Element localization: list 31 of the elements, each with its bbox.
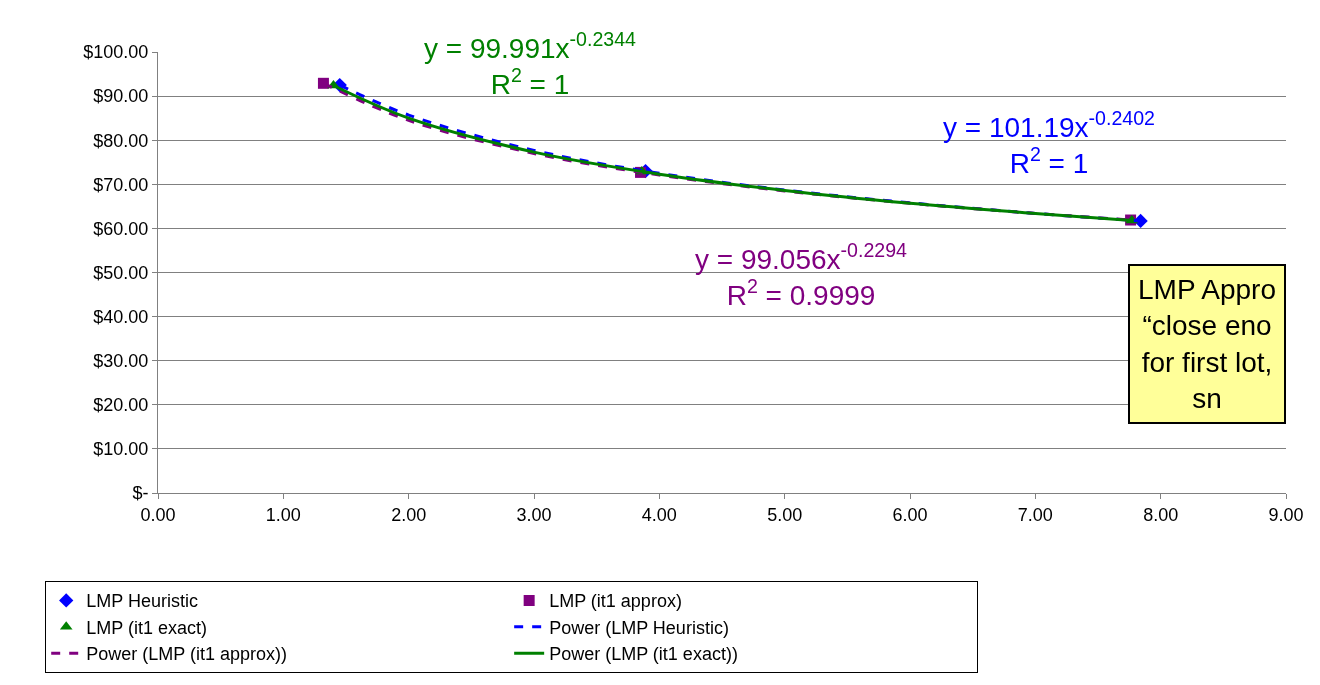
annotation: LMP Appro “close eno for first lot, sn bbox=[1138, 274, 1277, 415]
text: y = 99.056x$^{-0.2294}$ R$^{2}$ = 0.9999 bbox=[695, 239, 908, 312]
y-tick-label: $60.00 bbox=[93, 218, 149, 239]
legend-label: LMP (it1 approx) bbox=[549, 591, 682, 612]
x-tick-label: 4.00 bbox=[641, 504, 677, 525]
legend-label: LMP (it1 exact) bbox=[86, 617, 207, 638]
legend-label: Power (LMP Heuristic) bbox=[549, 617, 729, 638]
y-tick-label: $90.00 bbox=[93, 86, 149, 107]
legend-label: LMP Heuristic bbox=[86, 591, 198, 612]
y-tick-label: $30.00 bbox=[93, 351, 149, 371]
y-tick-label: $70.00 bbox=[93, 174, 149, 195]
x-tick-label: 9.00 bbox=[1268, 504, 1304, 525]
x-tick-label: 7.00 bbox=[1017, 504, 1053, 525]
legend-label: Power (LMP (it1 exact)) bbox=[549, 644, 738, 665]
y-tick-label: $80.00 bbox=[93, 130, 149, 151]
x-tick-label: 5.00 bbox=[767, 504, 803, 525]
y-tick-label: $50.00 bbox=[93, 262, 149, 283]
x-tick-label: 8.00 bbox=[1143, 504, 1179, 525]
x-tick-label: 6.00 bbox=[892, 504, 928, 525]
y-tick-label: $- bbox=[132, 483, 149, 504]
y-tick-label: $10.00 bbox=[93, 439, 149, 460]
y-tick-label: $40.00 bbox=[93, 306, 149, 327]
y-tick-label: $100.00 bbox=[83, 42, 149, 63]
x-tick-label: 1.00 bbox=[265, 504, 301, 525]
x-tick-label: 3.00 bbox=[516, 504, 552, 525]
text: y = 101.19x$^{-0.2402}$ R$^{2}$ = 1 bbox=[943, 107, 1156, 180]
x-tick-label: 2.00 bbox=[391, 504, 427, 525]
legend-label: Power (LMP (it1 approx)) bbox=[86, 644, 287, 665]
text: y = 99.991x$^{-0.2344}$ R$^{2}$ = 1 bbox=[424, 28, 637, 101]
y-tick-label: $20.00 bbox=[93, 395, 149, 416]
x-tick-label: 0.00 bbox=[140, 504, 176, 525]
